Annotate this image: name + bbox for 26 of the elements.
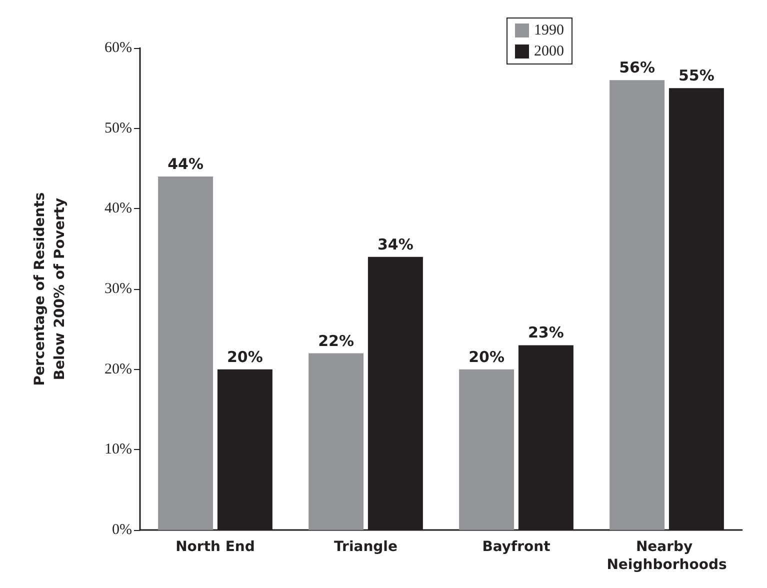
data-label: 44% — [168, 155, 204, 174]
y-tick-label: 10% — [104, 442, 132, 458]
data-label: 55% — [678, 66, 714, 85]
data-label: 34% — [377, 235, 414, 254]
y-tick-label: 20% — [104, 361, 132, 378]
data-label: 56% — [619, 58, 656, 77]
bar — [610, 80, 665, 530]
bar — [308, 353, 364, 530]
x-tick-label: Bayfront — [482, 539, 551, 555]
legend-label: 2000 — [534, 44, 564, 60]
data-label: 20% — [226, 348, 263, 366]
y-tick-label: 60% — [104, 40, 132, 56]
x-tick-label: Triangle — [334, 539, 398, 555]
bar — [459, 369, 514, 530]
y-tick-label: 0% — [112, 522, 132, 538]
x-tick-label: Nearby Neighborhoods — [606, 539, 727, 573]
y-tick-label: 50% — [104, 120, 132, 136]
y-axis-title: Percentage of Residents Below 200% of Poverty — [32, 192, 68, 386]
bar — [158, 176, 214, 530]
data-label: 23% — [528, 324, 564, 342]
y-tick-label: 40% — [104, 200, 132, 217]
data-label: 20% — [468, 348, 505, 366]
legend-label: 1990 — [534, 22, 564, 38]
data-label: 22% — [318, 332, 354, 350]
x-tick-label: North End — [176, 539, 255, 555]
y-tick-label: 30% — [104, 281, 132, 297]
